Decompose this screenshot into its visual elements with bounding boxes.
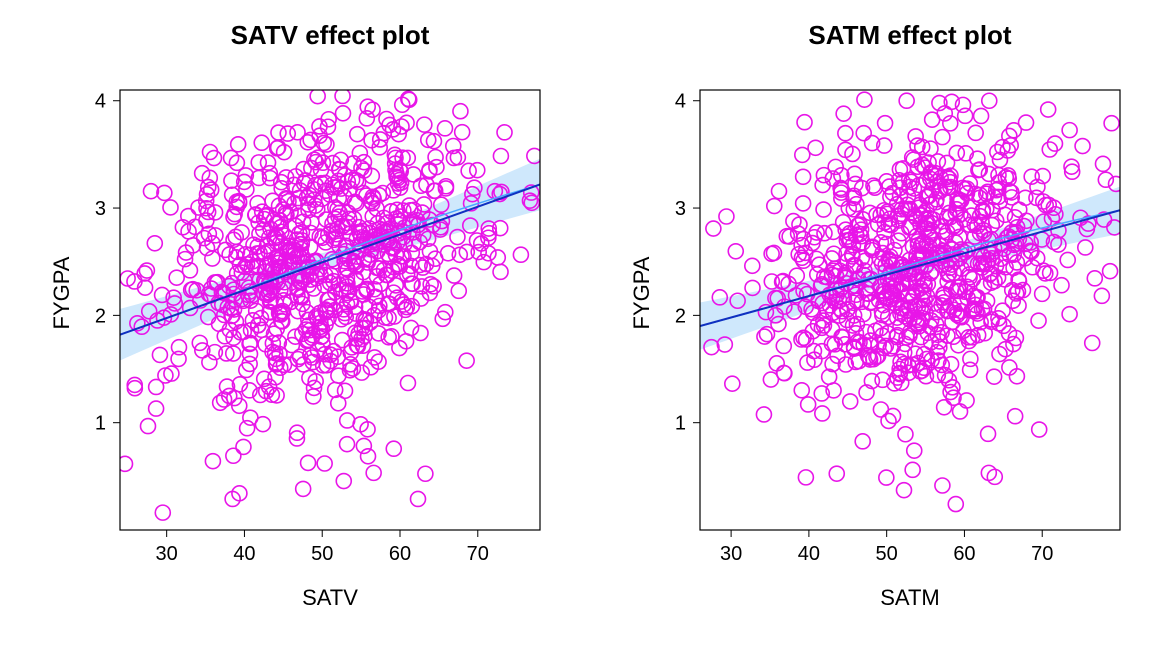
xtick-label: 70: [1031, 543, 1053, 565]
satv-title: SATV effect plot: [120, 20, 540, 51]
satv-plot: 30 40 50 60 70 1 2 3 4: [65, 85, 545, 575]
ytick-label: 3: [675, 198, 686, 220]
xtick-label: 50: [311, 543, 333, 565]
satm-title: SATM effect plot: [700, 20, 1120, 51]
ytick-label: 4: [95, 91, 106, 113]
xtick-label: 60: [953, 543, 975, 565]
xtick-label: 40: [233, 543, 255, 565]
xtick-label: 30: [720, 543, 742, 565]
ytick-label: 3: [95, 198, 106, 220]
xtick-label: 50: [876, 543, 898, 565]
ytick-label: 4: [675, 91, 686, 113]
xtick-label: 30: [156, 543, 178, 565]
ytick-label: 1: [95, 413, 106, 435]
ytick-label: 2: [675, 305, 686, 327]
satm-plot: 30 40 50 60 70 1 2 3 4: [645, 85, 1125, 575]
satm-xlabel: SATM: [700, 585, 1120, 611]
ytick-label: 2: [95, 305, 106, 327]
xtick-label: 60: [389, 543, 411, 565]
figure-container: SATV effect plotSATVFYGPA30405060701234S…: [0, 0, 1152, 672]
xtick-label: 40: [798, 543, 820, 565]
ytick-label: 1: [675, 413, 686, 435]
satv-xlabel: SATV: [120, 585, 540, 611]
xtick-label: 70: [467, 543, 489, 565]
